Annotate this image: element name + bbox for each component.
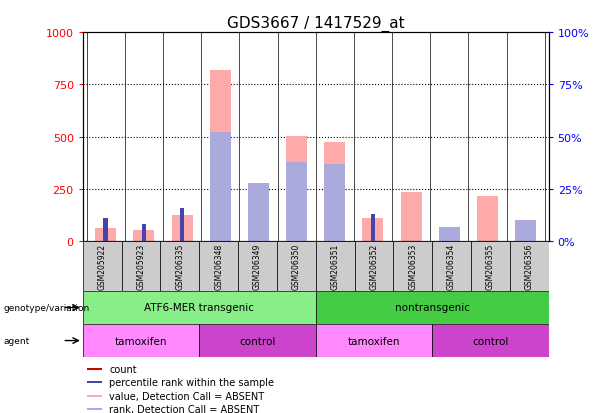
Bar	[477, 197, 498, 242]
Bar	[95, 228, 116, 242]
Text: control: control	[472, 336, 509, 346]
Bar	[286, 136, 307, 242]
Bar	[210, 133, 230, 242]
Text: GSM205922: GSM205922	[97, 243, 107, 290]
Bar	[88, 382, 102, 383]
Bar	[524, 230, 528, 242]
Text: GSM205923: GSM205923	[137, 243, 145, 290]
Text: nontransgenic: nontransgenic	[395, 303, 470, 313]
Bar	[142, 231, 146, 242]
Text: value, Detection Call = ABSENT: value, Detection Call = ABSENT	[109, 391, 264, 401]
Bar	[248, 185, 269, 242]
Bar	[432, 242, 471, 291]
Bar	[316, 324, 432, 357]
Text: GSM206348: GSM206348	[214, 243, 223, 290]
Text: tamoxifen: tamoxifen	[348, 336, 400, 346]
Bar	[88, 408, 102, 410]
Bar	[199, 242, 238, 291]
Bar	[401, 192, 422, 242]
Bar	[515, 221, 536, 242]
Bar	[88, 395, 102, 396]
Bar	[238, 242, 277, 291]
Bar	[83, 291, 316, 324]
Bar	[104, 218, 108, 242]
Bar	[121, 242, 161, 291]
Bar	[362, 218, 384, 242]
Title: GDS3667 / 1417529_at: GDS3667 / 1417529_at	[227, 16, 405, 32]
Text: rank, Detection Call = ABSENT: rank, Detection Call = ABSENT	[109, 404, 259, 413]
Bar	[83, 324, 199, 357]
Bar	[471, 242, 510, 291]
Text: GSM206356: GSM206356	[525, 243, 534, 290]
Text: GSM206349: GSM206349	[253, 243, 262, 290]
Bar	[510, 242, 549, 291]
Bar	[316, 242, 354, 291]
Bar	[286, 162, 307, 242]
Text: GSM206352: GSM206352	[370, 243, 378, 290]
Text: GSM206353: GSM206353	[408, 243, 417, 290]
Bar	[432, 324, 549, 357]
Bar	[371, 214, 375, 242]
Bar	[210, 71, 230, 242]
Text: count: count	[109, 364, 137, 374]
Bar	[371, 225, 375, 242]
Text: genotype/variation: genotype/variation	[3, 303, 89, 312]
Bar	[439, 230, 460, 242]
Bar	[83, 242, 121, 291]
Bar	[180, 223, 185, 242]
Bar	[180, 208, 185, 242]
Bar	[515, 225, 536, 242]
Text: GSM206351: GSM206351	[330, 243, 340, 290]
Bar	[248, 183, 269, 242]
Text: GSM206355: GSM206355	[486, 243, 495, 290]
Text: ATF6-MER transgenic: ATF6-MER transgenic	[144, 303, 254, 313]
Text: percentile rank within the sample: percentile rank within the sample	[109, 377, 274, 387]
Text: tamoxifen: tamoxifen	[115, 336, 167, 346]
Text: GSM206335: GSM206335	[175, 243, 185, 290]
Text: GSM206350: GSM206350	[292, 243, 301, 290]
Bar	[161, 242, 199, 291]
Bar	[104, 230, 108, 242]
Bar	[394, 242, 432, 291]
Bar	[277, 242, 316, 291]
Bar	[134, 230, 154, 242]
Text: control: control	[239, 336, 276, 346]
Bar	[88, 368, 102, 370]
Bar	[142, 225, 146, 242]
Bar	[324, 164, 345, 242]
Bar	[172, 216, 192, 242]
Bar	[316, 291, 549, 324]
Bar	[439, 227, 460, 242]
Bar	[354, 242, 394, 291]
Bar	[324, 142, 345, 242]
Bar	[199, 324, 316, 357]
Text: GSM206354: GSM206354	[447, 243, 456, 290]
Bar	[447, 233, 452, 242]
Text: agent: agent	[3, 336, 29, 345]
